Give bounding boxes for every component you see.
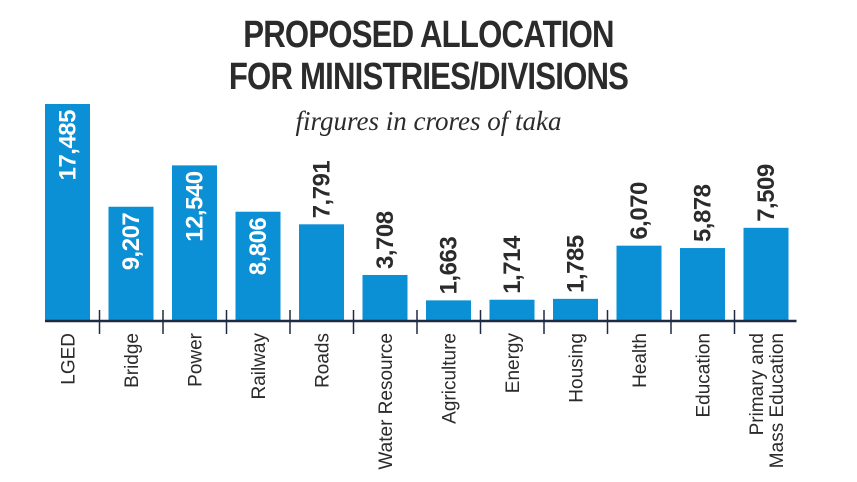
category-label: Power [186, 332, 207, 387]
category-label: Housing [567, 333, 588, 403]
bar [45, 104, 90, 321]
value-label: 1,714 [499, 235, 526, 294]
bar [489, 299, 535, 321]
bar [108, 206, 154, 321]
value-label: 12,540 [182, 171, 209, 242]
bar [299, 224, 344, 321]
value-label: 8,806 [245, 218, 272, 276]
value-label: 5,878 [690, 184, 717, 242]
category-label: LGED [59, 333, 80, 385]
category-label: Bridge [122, 333, 143, 388]
category-label: Mass Education [767, 333, 788, 468]
category-label: Roads [313, 333, 334, 388]
bar [743, 227, 789, 321]
category-label: Agriculture [440, 333, 461, 424]
category-label: Health [630, 333, 651, 388]
value-label: 7,791 [309, 161, 336, 219]
chart-subtitle: firgures in crores of taka [295, 106, 562, 136]
bar [680, 248, 725, 321]
bar [553, 298, 598, 321]
bar [235, 211, 281, 321]
value-label: 9,207 [118, 213, 145, 271]
bar [362, 274, 408, 321]
chart-title-line-1: PROPOSED ALLOCATION [243, 14, 614, 56]
value-label: 17,485 [55, 110, 82, 181]
category-label: Energy [503, 333, 524, 394]
value-label: 6,070 [626, 182, 653, 240]
bar [172, 165, 217, 321]
value-label: 3,708 [372, 211, 399, 269]
bar [616, 245, 662, 321]
chart-title-line-2: FOR MINISTRIES/DIVISIONS [228, 56, 629, 98]
category-label: Education [694, 333, 715, 418]
bar [426, 300, 471, 321]
category-label: Primary and [747, 333, 768, 435]
value-label: 7,509 [753, 164, 780, 222]
category-label: Railway [249, 333, 270, 400]
value-label: 1,785 [563, 235, 590, 293]
value-label: 1,663 [436, 237, 463, 295]
category-label: Water Resource [376, 333, 397, 470]
